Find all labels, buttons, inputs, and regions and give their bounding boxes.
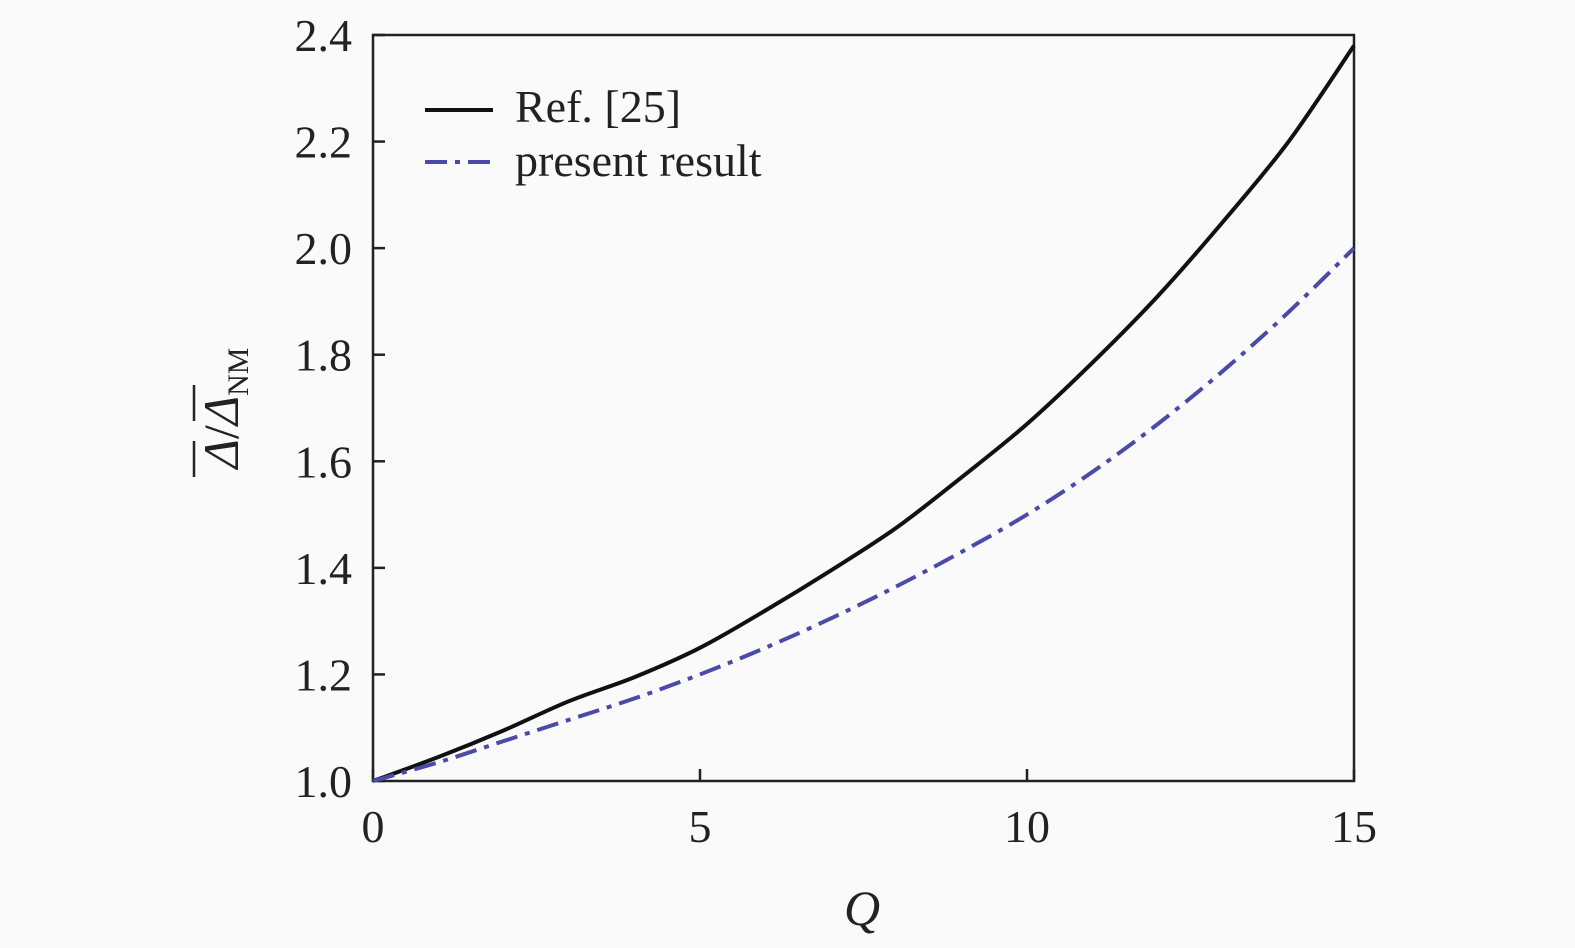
plot-area [371,33,1356,783]
y-axis-title-numerator: Δ [193,439,249,470]
y-tick-label: 1.6 [295,436,353,487]
y-tick-label: 1.8 [295,330,353,381]
y-tick-label: 2.2 [295,117,353,168]
legend-label-ref25: Ref. [25] [515,81,681,132]
x-tick-label: 0 [362,801,385,852]
y-tick-label: 2.0 [295,223,353,274]
ticks: 0 5 10 15 1.0 1.2 1.4 1.6 1.8 2.0 2.2 2.4 [295,10,1378,852]
x-tick-label: 5 [689,801,712,852]
svg-text:Δ/ΔNM: Δ/ΔNM [193,348,255,471]
series-line-ref25 [372,44,1356,783]
y-axis-title-subscript: NM [222,348,255,396]
y-tick-label: 2.4 [295,10,353,61]
y-tick-label: 1.0 [295,756,353,807]
series-layer [372,44,1356,783]
y-axis-title-denominator: Δ [193,396,249,427]
y-axis-title: Δ/ΔNM [192,348,255,477]
legend-label-present: present result [515,135,762,186]
y-tick-label: 1.2 [295,649,353,700]
x-axis-title: Q [844,880,880,936]
x-tick-label: 10 [1004,801,1050,852]
y-axis-title-separator: / [193,425,249,439]
y-tick-label: 1.4 [295,543,353,594]
series-line-present-result [372,246,1356,783]
x-tick-label: 15 [1331,801,1377,852]
legend: Ref. [25] present result [425,81,762,186]
